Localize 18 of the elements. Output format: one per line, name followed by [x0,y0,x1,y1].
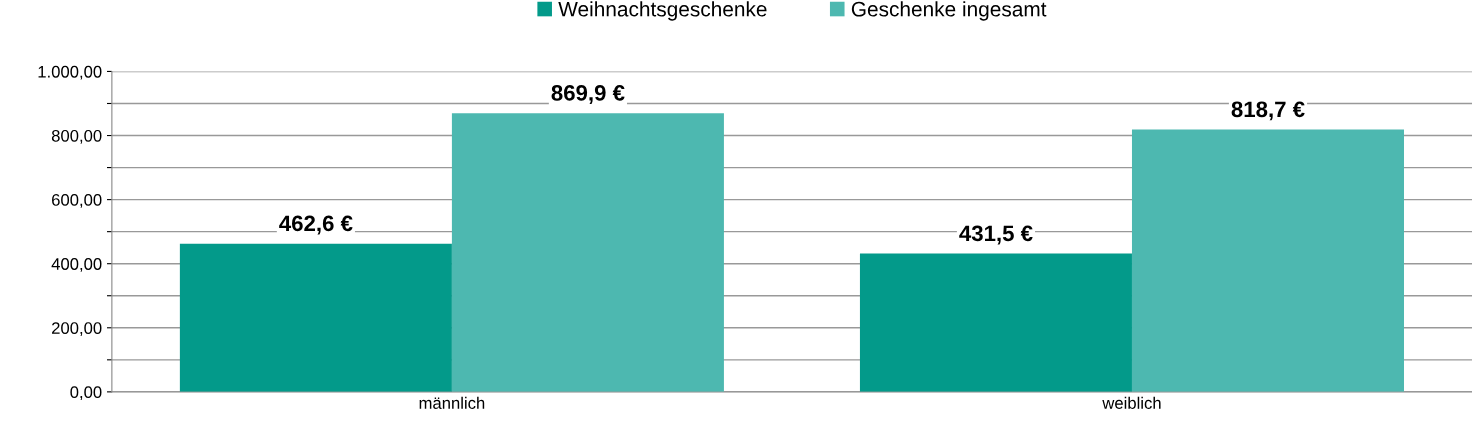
x-tick-label: weiblich [1102,396,1161,409]
legend-label: Weihnachtsgeschenke [558,1,767,21]
y-tick-label: 1.000,00 [38,65,102,80]
y-tick-label: 600,00 [52,194,102,208]
bar [1131,129,1404,392]
data-label: 818,7 € [1231,101,1305,121]
bar [859,253,1132,392]
legend-label: Geschenke ingesamt [851,1,1047,21]
bar [451,113,724,392]
data-label: 869,9 € [551,84,625,104]
y-tick-label: 200,00 [52,322,102,336]
data-label: 462,6 € [279,215,353,235]
bar [179,243,452,392]
y-tick-label: 800,00 [51,129,102,144]
y-tick-label: 0,00 [70,386,102,401]
x-tick-label: männlich [419,396,485,409]
y-tick-label: 400,00 [51,258,102,272]
data-label: 431,5 € [959,225,1033,245]
